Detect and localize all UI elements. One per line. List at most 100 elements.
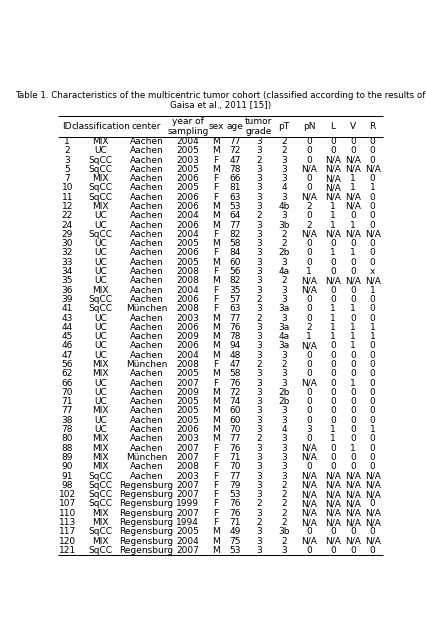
Text: 75: 75 [229, 536, 240, 546]
Text: SqCC: SqCC [88, 295, 112, 304]
Text: N/A: N/A [324, 165, 340, 174]
Text: 0: 0 [349, 425, 355, 434]
Text: 77: 77 [229, 220, 240, 230]
Text: M: M [212, 313, 219, 323]
Text: UC: UC [94, 342, 106, 350]
Text: 49: 49 [229, 528, 240, 536]
Text: 0: 0 [349, 267, 355, 276]
Text: 2005: 2005 [176, 528, 199, 536]
Text: x: x [369, 267, 374, 276]
Text: 3: 3 [255, 397, 261, 406]
Text: N/A: N/A [364, 509, 380, 517]
Text: Aachen: Aachen [130, 193, 163, 202]
Text: 64: 64 [229, 211, 240, 220]
Text: 3: 3 [280, 369, 286, 378]
Text: M: M [212, 528, 219, 536]
Text: 2006: 2006 [176, 323, 199, 332]
Text: 2005: 2005 [176, 416, 199, 425]
Text: UC: UC [94, 146, 106, 155]
Text: 0: 0 [369, 546, 375, 555]
Text: N/A: N/A [324, 490, 340, 499]
Text: 0: 0 [329, 267, 335, 276]
Text: SqCC: SqCC [88, 156, 112, 165]
Text: 0: 0 [329, 379, 335, 387]
Text: Aachen: Aachen [130, 313, 163, 323]
Text: M: M [212, 332, 219, 341]
Text: 82: 82 [229, 276, 240, 285]
Text: 78: 78 [229, 165, 240, 174]
Text: Aachen: Aachen [130, 165, 163, 174]
Text: MIX: MIX [92, 453, 109, 462]
Text: 82: 82 [229, 230, 240, 239]
Text: F: F [213, 304, 218, 313]
Text: 3: 3 [306, 425, 311, 434]
Text: N/A: N/A [301, 342, 317, 350]
Text: F: F [213, 443, 218, 453]
Text: 2007: 2007 [176, 490, 199, 499]
Text: 3: 3 [255, 342, 261, 350]
Text: MIX: MIX [92, 443, 109, 453]
Text: 3: 3 [255, 350, 261, 360]
Text: 1: 1 [64, 137, 70, 146]
Text: 3: 3 [280, 546, 286, 555]
Text: M: M [212, 239, 219, 248]
Text: 2004: 2004 [176, 286, 199, 295]
Text: N/A: N/A [324, 230, 340, 239]
Text: 0: 0 [369, 453, 375, 462]
Text: 1: 1 [349, 174, 355, 183]
Text: 2003: 2003 [176, 472, 199, 480]
Text: 0: 0 [329, 369, 335, 378]
Text: Aachen: Aachen [130, 388, 163, 397]
Text: 0: 0 [349, 350, 355, 360]
Text: 2: 2 [280, 239, 286, 248]
Text: 0: 0 [329, 416, 335, 425]
Text: N/A: N/A [301, 379, 317, 387]
Text: SqCC: SqCC [88, 183, 112, 192]
Text: 3: 3 [280, 406, 286, 416]
Text: 1: 1 [329, 332, 335, 341]
Text: 22: 22 [61, 211, 73, 220]
Text: 0: 0 [306, 156, 311, 165]
Text: 0: 0 [306, 257, 311, 267]
Text: 4: 4 [280, 425, 286, 434]
Text: 0: 0 [349, 239, 355, 248]
Text: MIX: MIX [92, 369, 109, 378]
Text: 2004: 2004 [176, 536, 199, 546]
Text: 0: 0 [306, 239, 311, 248]
Text: 0: 0 [349, 360, 355, 369]
Text: 1994: 1994 [176, 518, 199, 527]
Text: 3: 3 [280, 416, 286, 425]
Text: 0: 0 [369, 379, 375, 387]
Text: 3: 3 [280, 165, 286, 174]
Text: 2: 2 [280, 481, 286, 490]
Text: 0: 0 [369, 388, 375, 397]
Text: 2003: 2003 [176, 313, 199, 323]
Text: N/A: N/A [301, 509, 317, 517]
Text: 121: 121 [58, 546, 76, 555]
Text: 1: 1 [369, 323, 375, 332]
Text: 0: 0 [349, 211, 355, 220]
Text: 0: 0 [349, 286, 355, 295]
Text: UC: UC [94, 249, 106, 257]
Text: Aachen: Aachen [130, 332, 163, 341]
Text: MIX: MIX [92, 406, 109, 416]
Text: 3: 3 [255, 509, 261, 517]
Text: 2: 2 [280, 276, 286, 285]
Text: pT: pT [278, 122, 289, 131]
Text: 0: 0 [306, 416, 311, 425]
Text: 0: 0 [329, 257, 335, 267]
Text: 11: 11 [61, 193, 73, 202]
Text: 3: 3 [255, 304, 261, 313]
Text: Aachen: Aachen [130, 342, 163, 350]
Text: 0: 0 [369, 360, 375, 369]
Text: N/A: N/A [301, 499, 317, 509]
Text: M: M [212, 416, 219, 425]
Text: 0: 0 [329, 462, 335, 471]
Text: 0: 0 [306, 249, 311, 257]
Text: 0: 0 [329, 406, 335, 416]
Text: 2007: 2007 [176, 481, 199, 490]
Text: 3: 3 [255, 332, 261, 341]
Text: M: M [212, 369, 219, 378]
Text: 77: 77 [61, 406, 73, 416]
Text: M: M [212, 220, 219, 230]
